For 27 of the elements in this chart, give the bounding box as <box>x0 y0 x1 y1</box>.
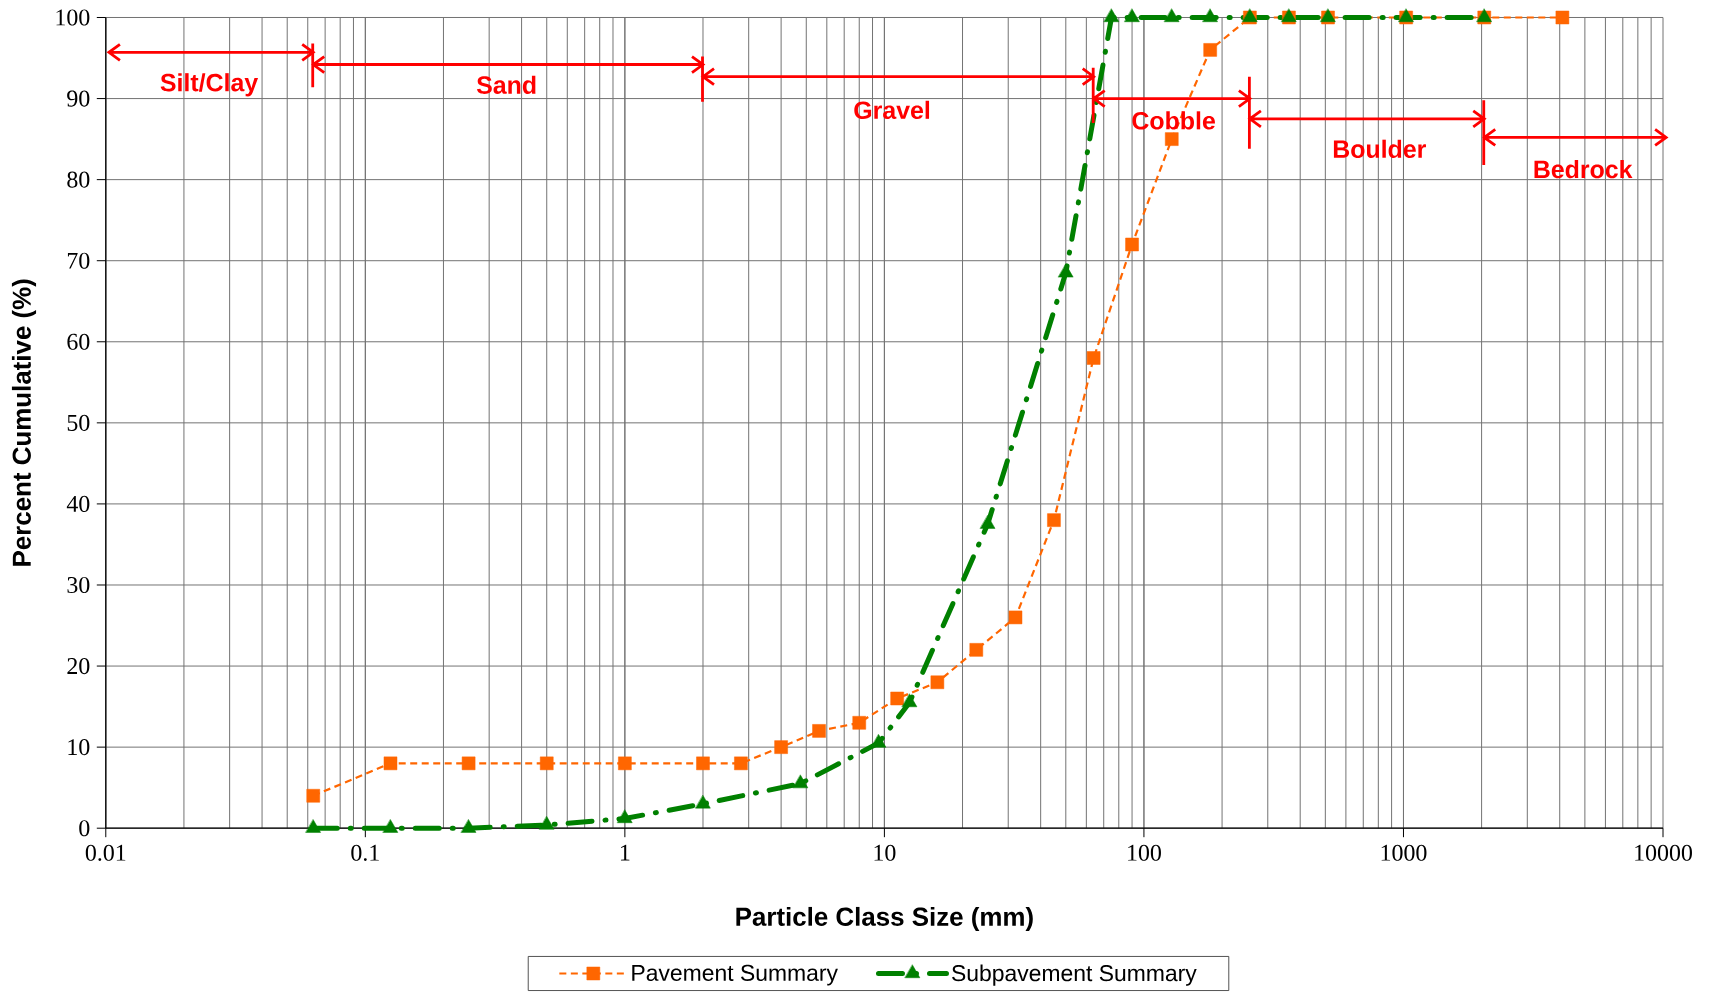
annotation: Bedrock <box>1534 159 1633 179</box>
x-tick-label: 100 <box>1128 844 1161 861</box>
x-tick-label: 1 <box>620 844 630 861</box>
y-tick-label: 100 <box>56 9 90 26</box>
annotation: Cobble <box>1132 111 1215 130</box>
y-tick-label: 70 <box>67 252 90 269</box>
annotation: Silt/Clay <box>160 73 259 97</box>
y-tick-label: 60 <box>67 333 90 350</box>
y-tick-label: 50 <box>67 414 90 431</box>
annotation: Sand <box>476 75 536 94</box>
annotation: Gravel <box>854 100 930 120</box>
y-axis-title: Percent Cumulative (%) <box>11 279 37 566</box>
y-tick-label: 80 <box>67 171 90 188</box>
x-tick-label: 10000 <box>1635 844 1692 861</box>
y-tick-label: 30 <box>67 576 90 594</box>
y-tick-label: 40 <box>66 495 90 512</box>
legend-label: Subpavement Summary <box>952 964 1197 986</box>
x-tick-label: 1000 <box>1381 844 1427 861</box>
x-tick-label: 10 <box>874 844 896 861</box>
y-tick-label: 90 <box>67 90 90 107</box>
x-tick-label: 0.1 <box>351 844 379 861</box>
y-tick-label: 10 <box>68 739 90 756</box>
y-tick-label: 0 <box>79 820 90 837</box>
legend-label: Pavement Summary <box>632 964 838 986</box>
y-tick-label: 20 <box>67 657 90 675</box>
x-tick-label: 0.01 <box>85 844 126 861</box>
x-axis-title: Particle Class Size (mm) <box>736 906 1033 932</box>
